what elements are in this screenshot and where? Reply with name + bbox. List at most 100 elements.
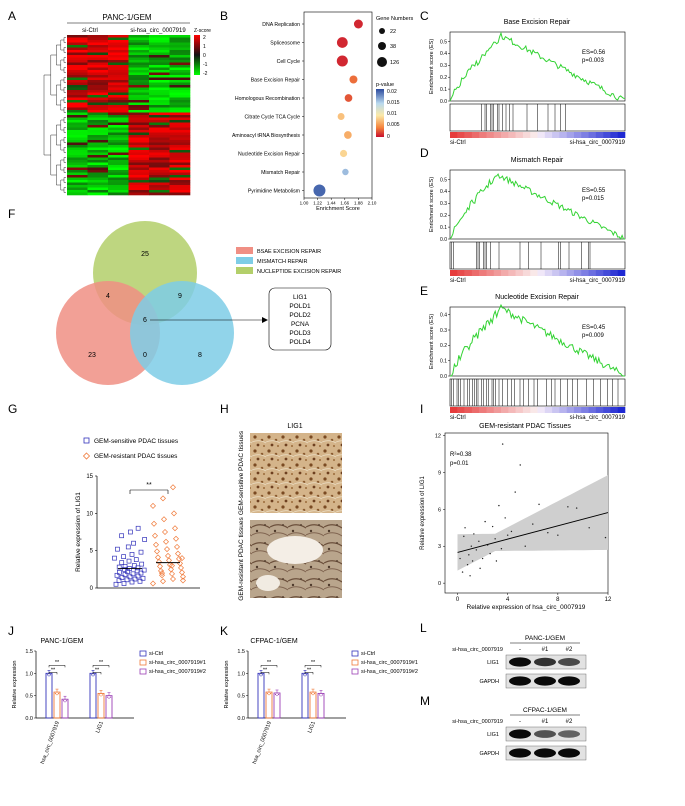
resistant-point xyxy=(171,510,177,517)
heatmap-cell xyxy=(67,62,88,66)
rank-bar-segment xyxy=(450,132,458,138)
bubble-point xyxy=(353,19,363,29)
heatmap-cell xyxy=(87,167,109,171)
y-tick-label: 0.3 xyxy=(440,63,447,69)
heatmap-cell xyxy=(169,112,191,116)
heatmap-cell xyxy=(87,95,109,98)
heatmap-cell xyxy=(108,140,129,143)
heatmap-cell xyxy=(169,125,191,128)
sensitive-point xyxy=(129,552,135,557)
bar-point xyxy=(57,692,60,695)
heatmap-cell xyxy=(108,85,129,88)
heatmap-cell xyxy=(67,170,88,173)
corr-point xyxy=(567,506,569,508)
pathway-label: Base Excision Repair xyxy=(251,78,301,84)
heatmap-cell xyxy=(128,162,150,166)
bar-point xyxy=(101,694,104,696)
heatmap-cell xyxy=(128,55,150,58)
resistant-point xyxy=(178,564,184,571)
blot-band xyxy=(509,748,531,758)
panel-label-b: B xyxy=(220,9,228,23)
heatmap-cell xyxy=(67,175,88,178)
dendrogram-branch xyxy=(63,127,66,133)
blot-band xyxy=(558,748,580,758)
heatmap-cell xyxy=(169,65,191,68)
x-tick-label: 0 xyxy=(456,597,460,603)
gsea-title: Base Excision Repair xyxy=(504,19,571,26)
rank-bar-segment xyxy=(501,132,509,138)
bar-point xyxy=(49,674,52,676)
heatmap-cell xyxy=(128,132,150,136)
heatmap-cell xyxy=(149,132,170,136)
heatmap-cell xyxy=(108,82,129,86)
dendrogram-branch xyxy=(63,57,66,63)
heatmap-cell xyxy=(87,192,109,196)
heatmap-cell xyxy=(67,120,88,123)
rank-bar-segment xyxy=(486,270,495,276)
x-tick-label: 12 xyxy=(605,597,612,603)
y-tick-label: 0.5 xyxy=(237,694,245,700)
y-tick-label: 0.3 xyxy=(440,328,447,334)
heatmap-cell xyxy=(128,155,150,158)
heatmap-cell xyxy=(87,45,109,48)
heatmap-cell xyxy=(128,165,150,168)
corr-point xyxy=(510,530,513,533)
heatmap-cell xyxy=(128,140,150,143)
blot-row-label: GAPDH xyxy=(479,751,499,757)
gsea-plot-base-excision: Base Excision Repair 0.5 0.4 0.3 0.2 0.1 0.0 En… xyxy=(429,19,626,146)
venn-circle-base xyxy=(56,281,160,385)
venn-legend-label: NUCLEPTIDE EXCISION REPAIR xyxy=(257,269,341,275)
rank-bar-segment xyxy=(450,270,458,276)
dendrogram-branch xyxy=(63,107,66,113)
legend-diamond-icon xyxy=(82,452,91,460)
heatmap-cell xyxy=(67,100,88,103)
sensitive-point xyxy=(128,529,133,535)
dendrogram-branch xyxy=(56,44,61,66)
heatmap-cell xyxy=(108,175,129,178)
size-legend-title: Gene Numbers xyxy=(376,16,414,22)
y-tick-label: 9 xyxy=(438,470,441,476)
heatmap-cell xyxy=(108,105,129,108)
legend-label: si-hsa_circ_0007919#2 xyxy=(361,669,418,675)
heatmap-cell xyxy=(87,90,109,93)
heatmap-cell xyxy=(149,192,170,196)
heatmap-cell xyxy=(87,130,109,133)
pathway-label: Pyrimidine Metabolism xyxy=(248,189,300,195)
resistant-point xyxy=(170,484,176,491)
venn-count: 25 xyxy=(141,251,149,258)
heatmap-cell xyxy=(128,145,150,148)
y-tick-label: 15 xyxy=(86,474,93,480)
sig-bracket xyxy=(304,672,314,675)
heatmap-cell xyxy=(87,165,109,168)
resistant-point xyxy=(163,538,169,545)
resistant-point xyxy=(165,552,171,559)
heatmap-cell xyxy=(149,112,170,116)
sig-stars: ** xyxy=(55,660,60,666)
heatmap-cell xyxy=(149,40,170,43)
resistant-point xyxy=(153,541,159,548)
rank-bar-segment xyxy=(595,132,604,138)
rank-bar-segment xyxy=(573,132,582,138)
sensitive-point xyxy=(131,563,137,568)
bar-point xyxy=(268,693,270,696)
rank-bar-segment xyxy=(486,407,495,413)
heatmap-cell xyxy=(87,122,109,126)
gsea-p: p=0.009 xyxy=(582,333,605,339)
corr-point xyxy=(519,464,521,466)
y-tick-label: 0.1 xyxy=(440,87,447,93)
heatmap-cell xyxy=(67,192,88,196)
y-tick-label: 0.0 xyxy=(25,716,33,722)
gsea-left-label: si-Ctrl xyxy=(450,140,466,146)
bar xyxy=(309,691,317,719)
heatmap-cell xyxy=(128,82,150,86)
heatmap-cell xyxy=(149,155,170,158)
resistant-point xyxy=(169,562,175,569)
heatmap-group-left: si-Ctrl xyxy=(82,28,98,34)
heatmap-cell xyxy=(149,140,170,143)
blot-lane: - xyxy=(519,719,521,725)
heatmap-cell xyxy=(67,177,88,181)
dendrogram-branch xyxy=(63,77,66,83)
gene-name: POLD4 xyxy=(289,339,311,346)
heatmap-cell xyxy=(169,45,191,48)
venn-circle-mismatch xyxy=(130,281,234,385)
